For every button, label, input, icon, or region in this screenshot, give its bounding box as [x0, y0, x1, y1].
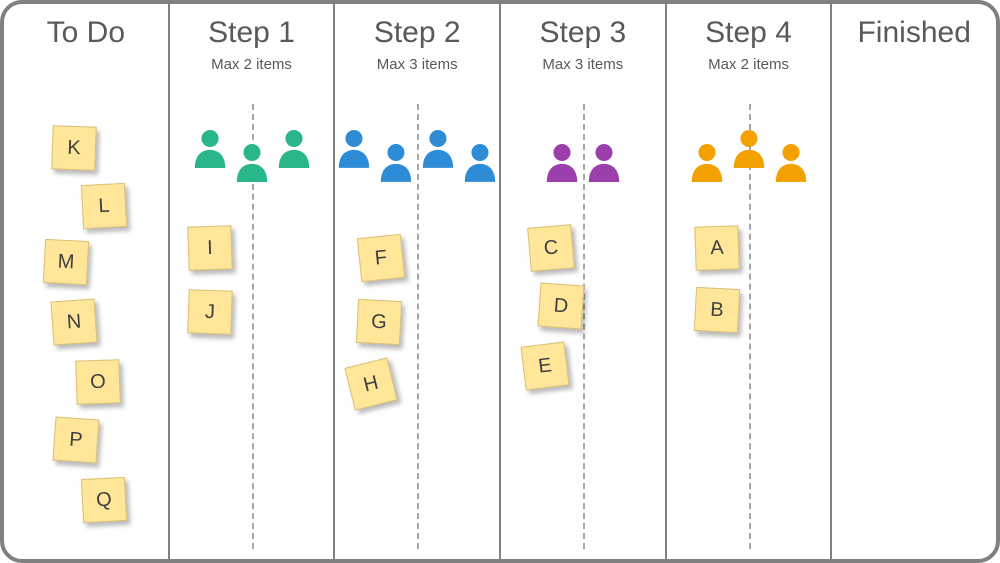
- sticky-note[interactable]: O: [75, 359, 121, 405]
- sticky-note-label: F: [374, 246, 389, 270]
- column-title: Finished: [832, 16, 996, 50]
- sticky-note[interactable]: K: [51, 125, 97, 171]
- sticky-note-label: D: [553, 294, 569, 318]
- sticky-note-label: J: [204, 300, 215, 323]
- column: Finished: [832, 4, 996, 559]
- person-icon: [461, 142, 499, 182]
- person-icon: [730, 128, 768, 168]
- column-subtitle: Max 2 items: [170, 56, 334, 73]
- column-title: Step 3: [501, 16, 665, 50]
- sticky-note-label: G: [371, 310, 388, 334]
- sticky-note[interactable]: P: [53, 417, 100, 464]
- people-row: [170, 112, 334, 182]
- sticky-note[interactable]: H: [345, 357, 398, 410]
- sticky-note[interactable]: F: [357, 234, 405, 282]
- sticky-note-label: B: [709, 298, 724, 322]
- column-title: Step 1: [170, 16, 334, 50]
- person-icon: [275, 128, 313, 168]
- sticky-note-label: L: [98, 194, 110, 218]
- people-row: [501, 112, 665, 182]
- sticky-note-label: K: [67, 136, 81, 159]
- sticky-note[interactable]: A: [694, 225, 740, 271]
- sticky-note-label: A: [710, 236, 724, 259]
- sticky-note[interactable]: Q: [81, 477, 127, 523]
- column-title: Step 4: [667, 16, 831, 50]
- person-icon: [543, 142, 581, 182]
- person-icon: [191, 128, 229, 168]
- column: Step 3 Max 3 items C D E: [501, 4, 667, 559]
- sticky-note[interactable]: I: [187, 225, 233, 271]
- person-icon: [335, 128, 373, 168]
- person-icon: [688, 142, 726, 182]
- sticky-note-label: E: [537, 354, 553, 378]
- column-subtitle: Max 2 items: [667, 56, 831, 73]
- column: Step 2 Max 3 items F G H: [335, 4, 501, 559]
- person-icon: [585, 142, 623, 182]
- people-row: [335, 112, 499, 182]
- sticky-note-label: O: [90, 370, 106, 394]
- columns-container: To DoKLMNOPQStep 1Max 2 items IJStep 2Ma…: [4, 4, 996, 559]
- column-title: Step 2: [335, 16, 499, 50]
- column-subtitle: Max 3 items: [335, 56, 499, 73]
- column-title: To Do: [4, 16, 168, 50]
- sticky-note[interactable]: N: [51, 299, 98, 346]
- sticky-note[interactable]: J: [187, 289, 233, 335]
- sticky-note[interactable]: B: [694, 287, 740, 333]
- person-icon: [233, 142, 271, 182]
- sticky-note-label: P: [69, 428, 84, 452]
- sticky-note-label: C: [543, 236, 559, 260]
- person-icon: [377, 142, 415, 182]
- column-subtitle: Max 3 items: [501, 56, 665, 73]
- column: To Do K L M N O P Q: [4, 4, 170, 559]
- person-icon: [772, 142, 810, 182]
- sticky-note[interactable]: C: [527, 224, 575, 272]
- sticky-note-label: I: [206, 236, 212, 259]
- sticky-note-label: Q: [96, 488, 113, 512]
- sticky-note-label: N: [66, 310, 82, 334]
- sticky-note-label: M: [57, 250, 75, 274]
- sticky-note-label: H: [362, 371, 382, 397]
- sticky-note[interactable]: L: [81, 183, 127, 229]
- people-row: [667, 112, 831, 182]
- sticky-note[interactable]: E: [520, 341, 569, 390]
- person-icon: [419, 128, 457, 168]
- sticky-note[interactable]: G: [356, 299, 402, 345]
- column: Step 1 Max 2 items I J: [170, 4, 336, 559]
- sticky-note[interactable]: D: [538, 283, 585, 330]
- sticky-note[interactable]: M: [43, 239, 89, 285]
- column: Step 4 Max 2 items A B: [667, 4, 833, 559]
- kanban-board: To DoKLMNOPQStep 1Max 2 items IJStep 2Ma…: [0, 0, 1000, 563]
